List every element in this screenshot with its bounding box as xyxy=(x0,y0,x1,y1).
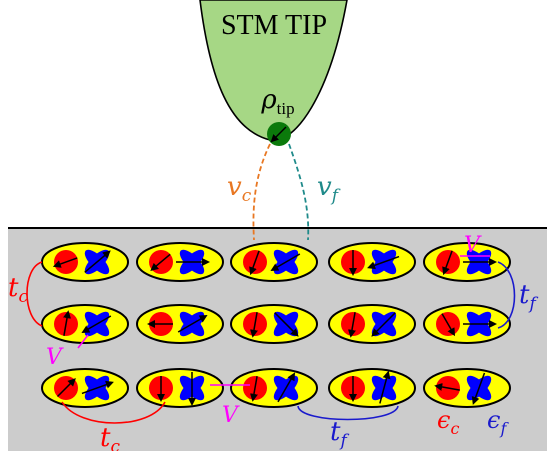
lattice-site xyxy=(423,304,511,344)
c-spin-arrow xyxy=(63,310,71,336)
V-mid-label: V xyxy=(222,403,240,428)
c-spin-arrow xyxy=(150,253,171,271)
lattice-site xyxy=(423,368,511,408)
lattice-site xyxy=(136,304,224,344)
lattice-site xyxy=(230,242,318,282)
f-spin-arrow xyxy=(277,372,295,403)
c-spin-arrow xyxy=(56,378,76,398)
vc-coupling-line xyxy=(252,143,271,241)
f-spin-arrow xyxy=(84,250,111,273)
tc-bottom-link xyxy=(61,401,166,424)
c-spin-arrow xyxy=(250,312,258,338)
tip-label: STM TIP xyxy=(221,10,327,41)
c-spin-arrow xyxy=(441,313,456,337)
lattice-site xyxy=(328,368,416,408)
tip-apex-spin-arrow xyxy=(270,126,287,143)
f-spin-arrow xyxy=(274,312,299,337)
f-spin-arrow xyxy=(270,253,301,271)
tc-left-link xyxy=(26,261,43,327)
c-spin-arrow xyxy=(442,250,453,276)
c-spin-arrow xyxy=(434,383,460,391)
vf-label: vf xyxy=(317,172,341,206)
vc-label: vc xyxy=(227,172,252,206)
tf-right-link xyxy=(497,261,516,329)
lattice-site xyxy=(230,304,318,344)
c-spin-arrow xyxy=(52,257,78,268)
lattice xyxy=(41,242,511,408)
lattice-site xyxy=(328,304,416,344)
c-spin-arrow xyxy=(250,376,258,402)
V-left-label: V xyxy=(46,345,64,370)
V-left-link xyxy=(77,334,89,349)
eps-f-label: ϵf xyxy=(487,406,509,438)
f-spin-arrow xyxy=(177,314,208,333)
f-spin-arrow xyxy=(81,380,114,395)
tf-bottom-link xyxy=(297,405,399,421)
c-spin-arrow xyxy=(249,250,260,276)
lattice-site xyxy=(136,368,224,408)
tip-density-label: ρtip xyxy=(260,85,294,118)
lattice-site xyxy=(136,242,224,282)
lattice-site xyxy=(41,304,129,344)
f-spin-arrow xyxy=(371,312,396,337)
tf-right-label: tf xyxy=(519,280,538,314)
f-spin-arrow xyxy=(379,370,391,404)
tc-bottom-label: tc xyxy=(100,423,120,451)
tf-bottom-label: tf xyxy=(330,417,349,451)
V-top-label: V xyxy=(464,233,482,258)
f-spin-arrow xyxy=(367,255,400,270)
lattice-site xyxy=(41,242,129,282)
c-spin-arrow xyxy=(348,312,356,338)
lattice-site xyxy=(41,368,129,408)
lattice-site xyxy=(328,242,416,282)
tc-top-label: tc xyxy=(8,273,28,307)
lattice-site xyxy=(230,368,318,408)
f-spin-arrow xyxy=(81,315,112,333)
vf-coupling-line xyxy=(288,143,310,241)
eps-c-label: ϵc xyxy=(437,406,459,438)
f-spin-arrow xyxy=(471,372,486,405)
